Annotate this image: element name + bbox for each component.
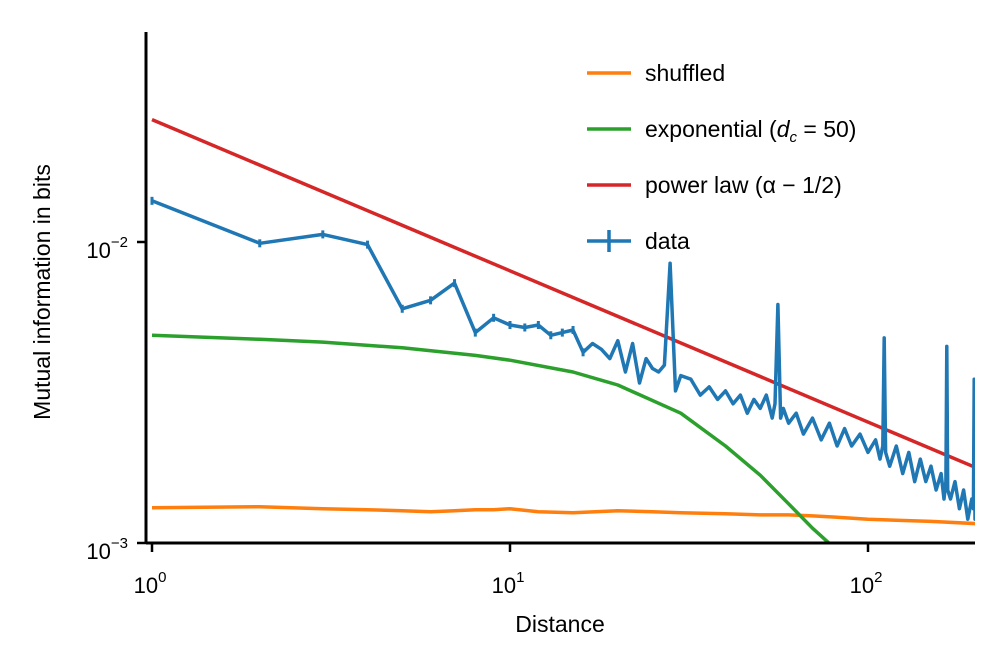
legend-item-data: data <box>587 228 690 254</box>
y-ticks: 10−3 10−2 <box>86 234 146 564</box>
series-line-power-law-1-2 <box>151 117 975 470</box>
legend-label: shuffled <box>645 60 725 86</box>
legend-label: power law (α − 1/2) <box>645 172 842 198</box>
legend-item-shuffled: shuffled <box>587 60 725 86</box>
x-ticks: 100 101 102 <box>134 543 883 598</box>
legend-item-power-law-1-2: power law (α − 1/2) <box>587 172 842 198</box>
legend-item-exponential-d-c-50: exponential (dc = 50) <box>587 116 856 146</box>
y-tick-label: 10−2 <box>86 234 128 263</box>
x-tick-label: 102 <box>850 569 883 598</box>
x-axis-label: Distance <box>515 611 604 637</box>
y-tick-label: 10−3 <box>86 535 128 564</box>
series-line-data <box>151 199 975 521</box>
axes <box>144 32 975 545</box>
series-line-shuffled <box>151 504 975 526</box>
series-line-exponential-d-c-50 <box>151 333 832 543</box>
x-tick-label: 101 <box>492 569 525 598</box>
x-tick-label: 100 <box>134 569 167 598</box>
plot-lines <box>150 117 975 543</box>
legend-label: exponential (dc = 50) <box>645 116 856 146</box>
y-axis-label: Mutual information in bits <box>29 164 55 420</box>
legend: shuffled exponential (dc = 50) power law (… <box>587 60 856 254</box>
legend-label: data <box>645 228 690 254</box>
